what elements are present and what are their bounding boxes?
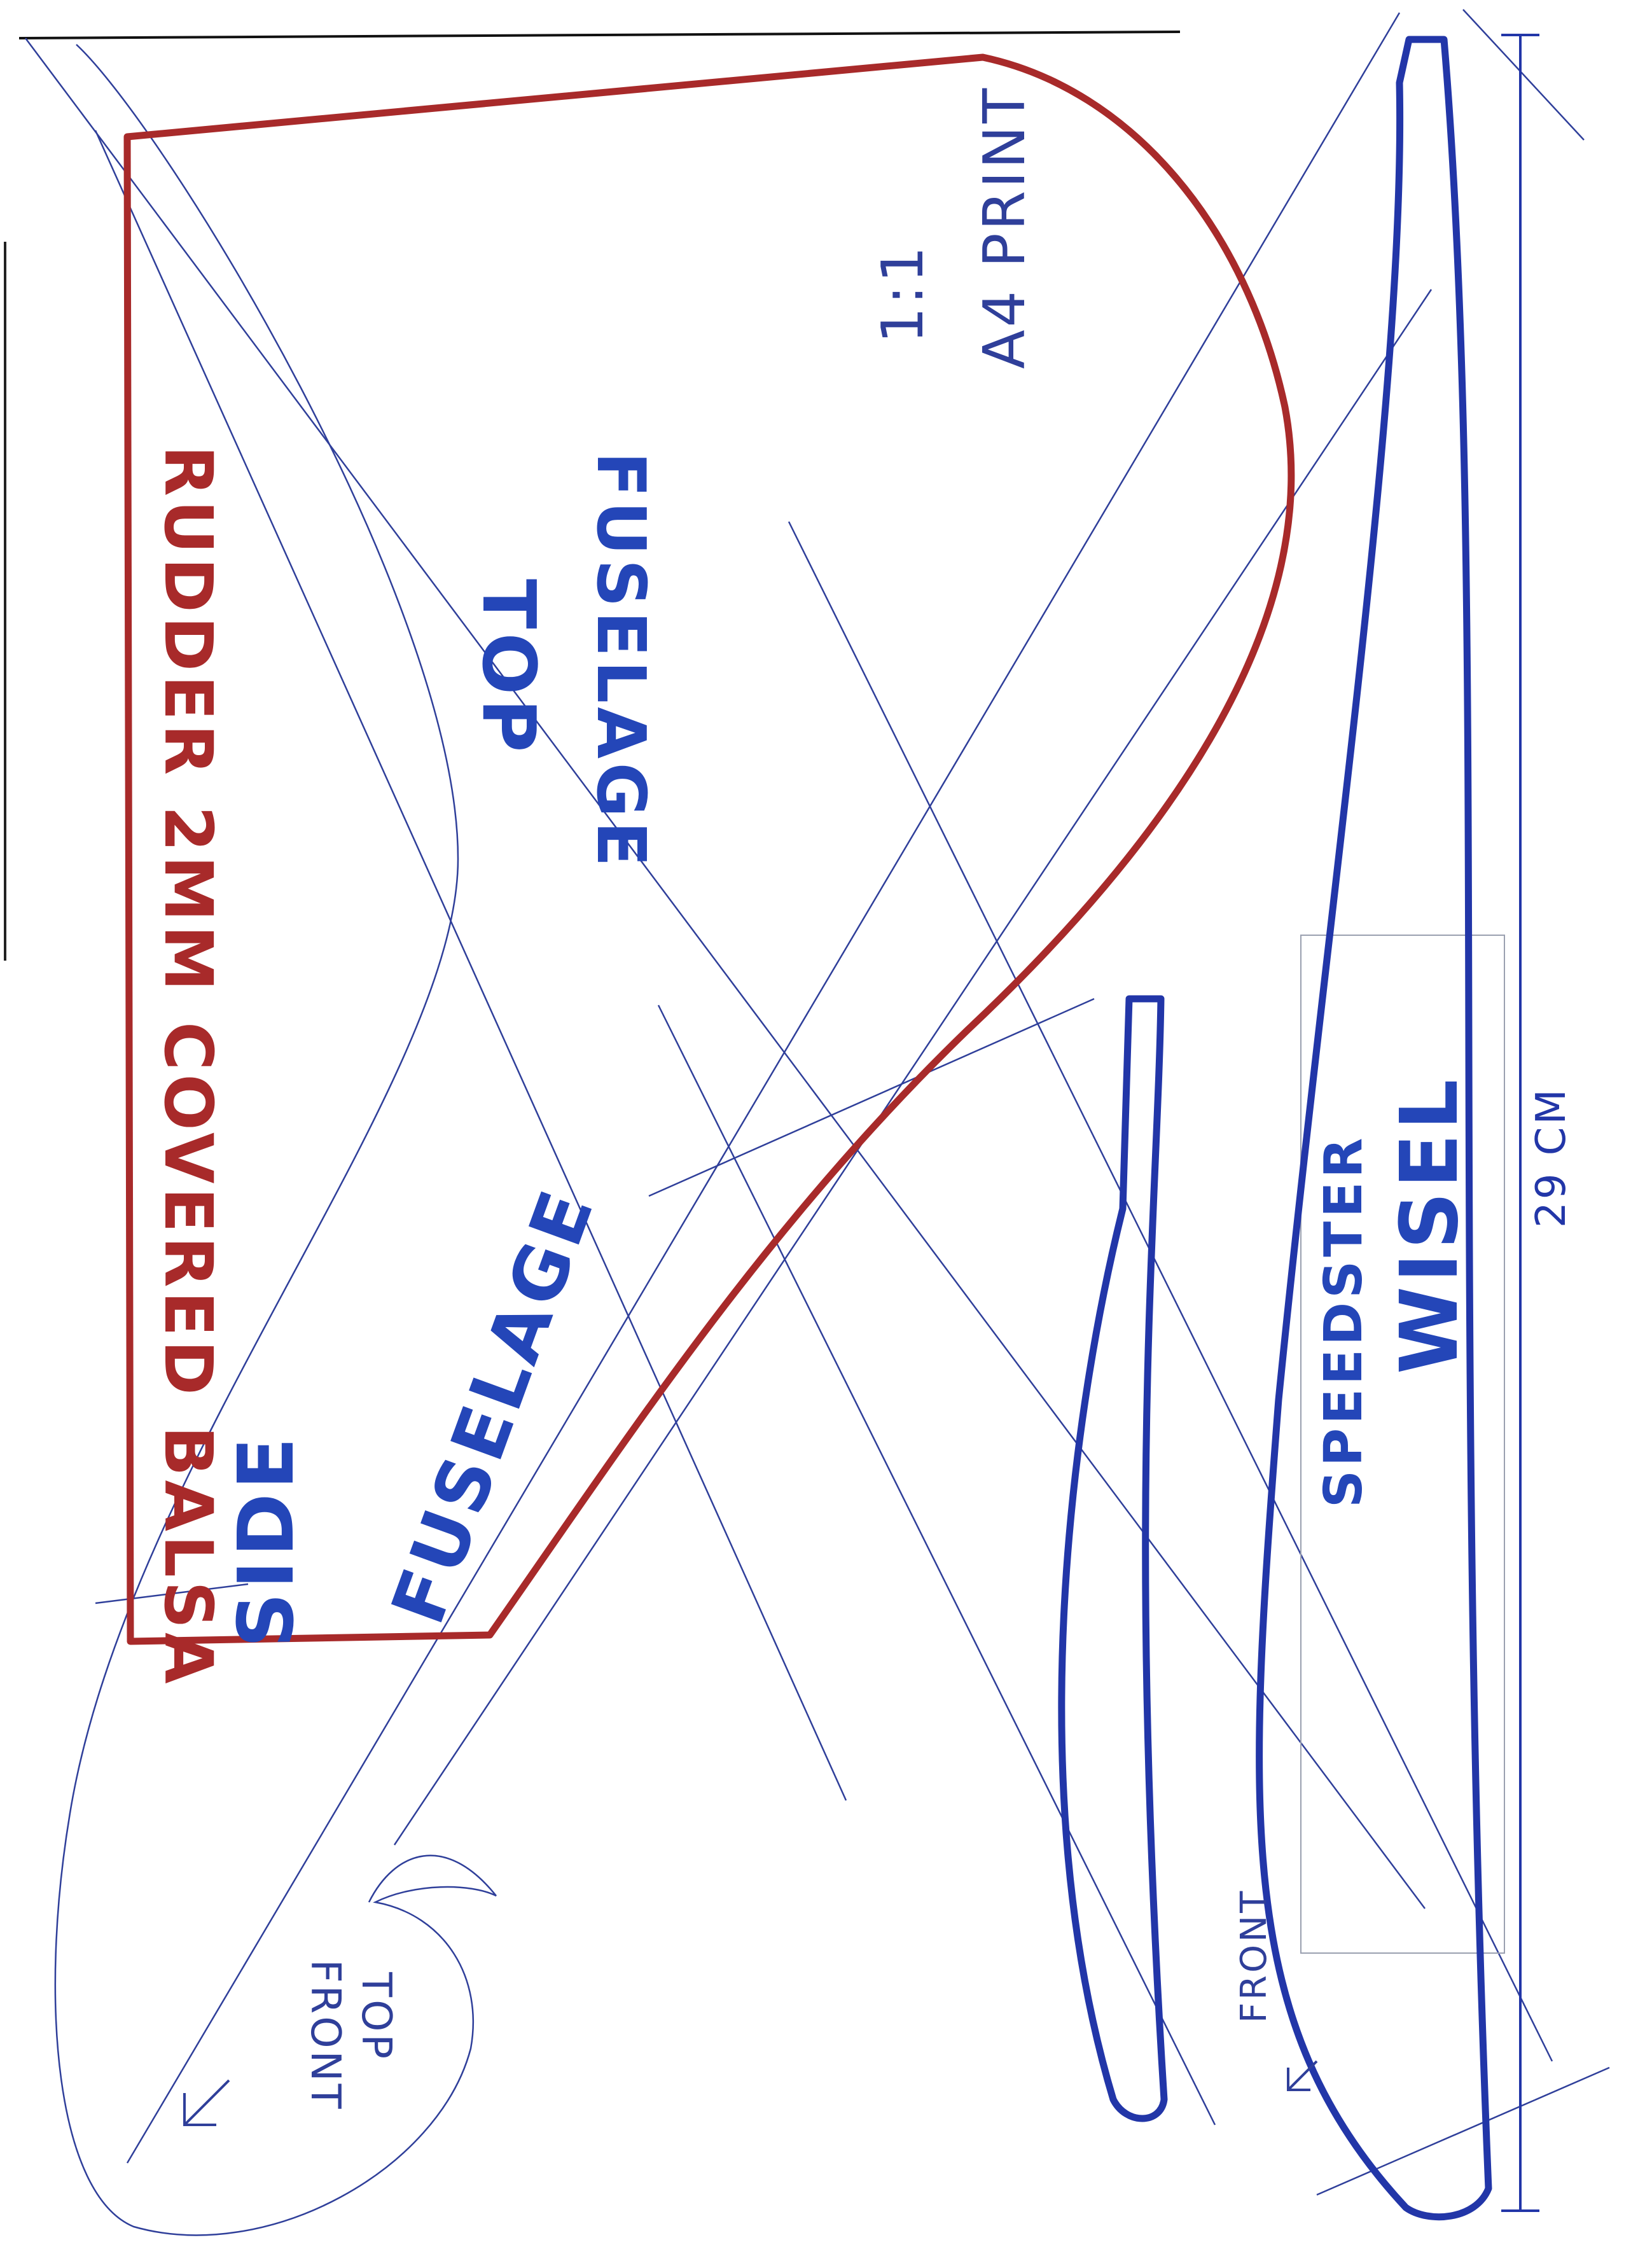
sheet-top-line [18,31,1181,39]
a4-print-frame [1300,935,1505,1954]
print-paper-label: A4 PRINT [971,86,1038,369]
top-fuselage-outline [1058,995,1168,2122]
front-marker-front-label: FRONT [302,1959,349,2111]
side-fuselage-outline-blue [1256,36,1492,2221]
side-fuselage-label-line2: FUSELAGE [375,1177,611,1634]
arrow-down-left-icon [1287,2060,1318,2091]
model-name-line1: SPEEDSTER [1314,1134,1374,1508]
rudder-outline [123,53,1295,1645]
side-fuselage-label-line1: SIDE [223,1433,311,1648]
arrow-down-left-icon [183,2079,230,2126]
front-marker-fuselage-label: FRONT [1233,1889,1275,2023]
construction-lines [24,9,1610,2196]
top-fuselage-label-line1: TOP [466,579,551,756]
side-fuselage-outline [54,44,497,2236]
rudder-material-label: RUDDER 2MM COVERED BALSA [149,445,227,1688]
front-marker-top-label: TOP [352,1972,399,2061]
model-name-line2: WISEL [1384,1076,1476,1374]
print-scale-label: 1:1 [870,244,936,344]
length-dimension-label: 29 CM [1528,1087,1575,1228]
top-fuselage-label-line2: FUSELAGE [582,452,660,870]
